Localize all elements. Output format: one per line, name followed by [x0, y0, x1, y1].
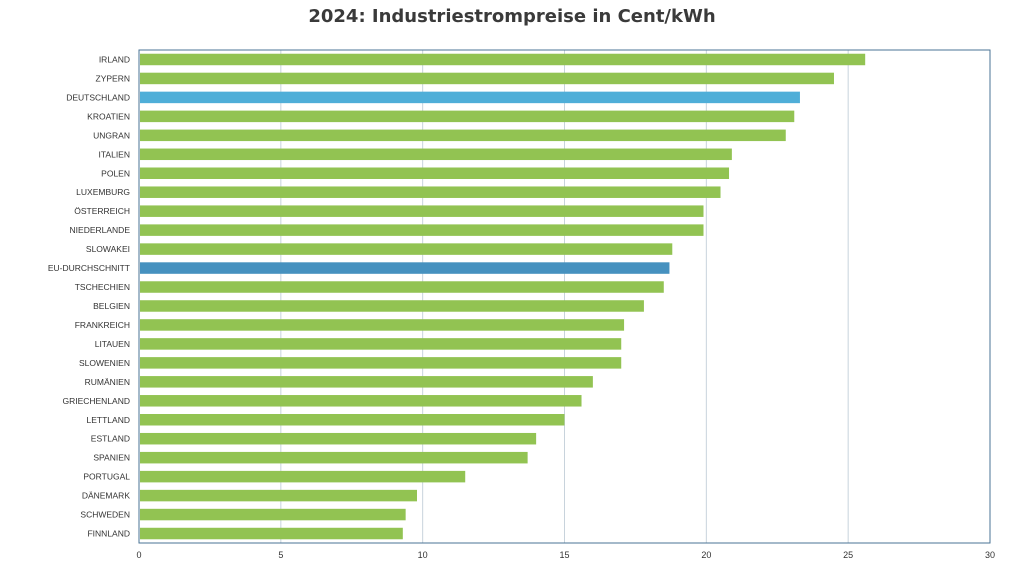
- bar-finnland: [140, 527, 403, 540]
- x-tick-label: 20: [701, 550, 711, 560]
- bar-kroatien: [140, 110, 795, 123]
- plot-frame: [138, 49, 991, 544]
- category-label: POLEN: [101, 168, 130, 178]
- category-label: ITALIEN: [99, 149, 131, 159]
- bar-zypern: [140, 72, 834, 85]
- bar-lettland: [140, 414, 565, 426]
- bar-litauen: [140, 338, 622, 350]
- bar-slowenien: [140, 357, 622, 369]
- bar-italien: [140, 148, 732, 161]
- x-axis-ticks: 0 5 10 15 20 25 30: [136, 550, 995, 560]
- chart-title: 2024: Industriestrompreise in Cent/kWh: [308, 6, 716, 27]
- x-tick-label: 0: [136, 550, 141, 560]
- category-label: SLOWENIEN: [79, 358, 130, 368]
- bar-luxemburg: [140, 186, 721, 198]
- bar-estland: [140, 432, 537, 445]
- bar-portugal: [140, 470, 466, 483]
- x-tick-label: 30: [985, 550, 995, 560]
- category-label: SLOWAKEI: [86, 244, 130, 254]
- bar-deutschland: [140, 91, 800, 104]
- category-label: PORTUGAL: [83, 472, 130, 482]
- bar-belgien: [140, 300, 644, 312]
- bar-ungran: [140, 129, 786, 142]
- category-label: SPANIEN: [93, 453, 130, 463]
- bar-osterreich: [140, 205, 704, 217]
- category-label: LITAUEN: [95, 339, 130, 349]
- x-tick-label: 5: [278, 550, 283, 560]
- category-label: DEUTSCHLAND: [66, 92, 130, 102]
- category-label: BELGIEN: [93, 301, 130, 311]
- bar-rumanien: [140, 376, 593, 388]
- x-tick-label: 25: [843, 550, 853, 560]
- x-tick-label: 10: [418, 550, 428, 560]
- category-label: KROATIEN: [87, 111, 130, 121]
- bar-irland: [140, 53, 866, 66]
- bar-griechenland: [140, 395, 582, 407]
- bar-danemark: [140, 489, 417, 502]
- category-label: IRLAND: [99, 54, 130, 64]
- category-label: FINNLAND: [87, 529, 130, 539]
- bar-spanien: [140, 451, 528, 464]
- bar-tschechien: [140, 281, 664, 293]
- bar-eu-durchschnitt: [140, 262, 670, 274]
- category-label: NIEDERLANDE: [70, 225, 131, 235]
- category-labels: IRLAND ZYPERN DEUTSCHLAND KROATIEN UNGRAN ITA…: [48, 54, 130, 538]
- category-label: SCHWEDEN: [80, 510, 130, 520]
- category-label: DÄNEMARK: [82, 491, 131, 501]
- category-label: ZYPERN: [96, 73, 130, 83]
- category-label: FRANKREICH: [75, 320, 130, 330]
- bars: [140, 53, 866, 540]
- category-label: ESTLAND: [91, 434, 130, 444]
- category-label: GRIECHENLAND: [62, 396, 130, 406]
- bar-polen: [140, 167, 730, 179]
- category-label: UNGRAN: [93, 130, 130, 140]
- category-label: TSCHECHIEN: [75, 282, 130, 292]
- grid-lines: [280, 50, 849, 543]
- bar-slowakei: [140, 243, 673, 255]
- category-label: EU-DURCHSCHNITT: [48, 263, 130, 273]
- category-label: RUMÄNIEN: [85, 377, 130, 387]
- category-label: LETTLAND: [87, 415, 130, 425]
- bar-frankreich: [140, 319, 625, 331]
- bar-schweden: [140, 508, 406, 521]
- category-label: ÖSTERREICH: [74, 206, 130, 216]
- x-tick-label: 15: [559, 550, 569, 560]
- category-label: LUXEMBURG: [76, 187, 130, 197]
- bar-niederlande: [140, 224, 704, 236]
